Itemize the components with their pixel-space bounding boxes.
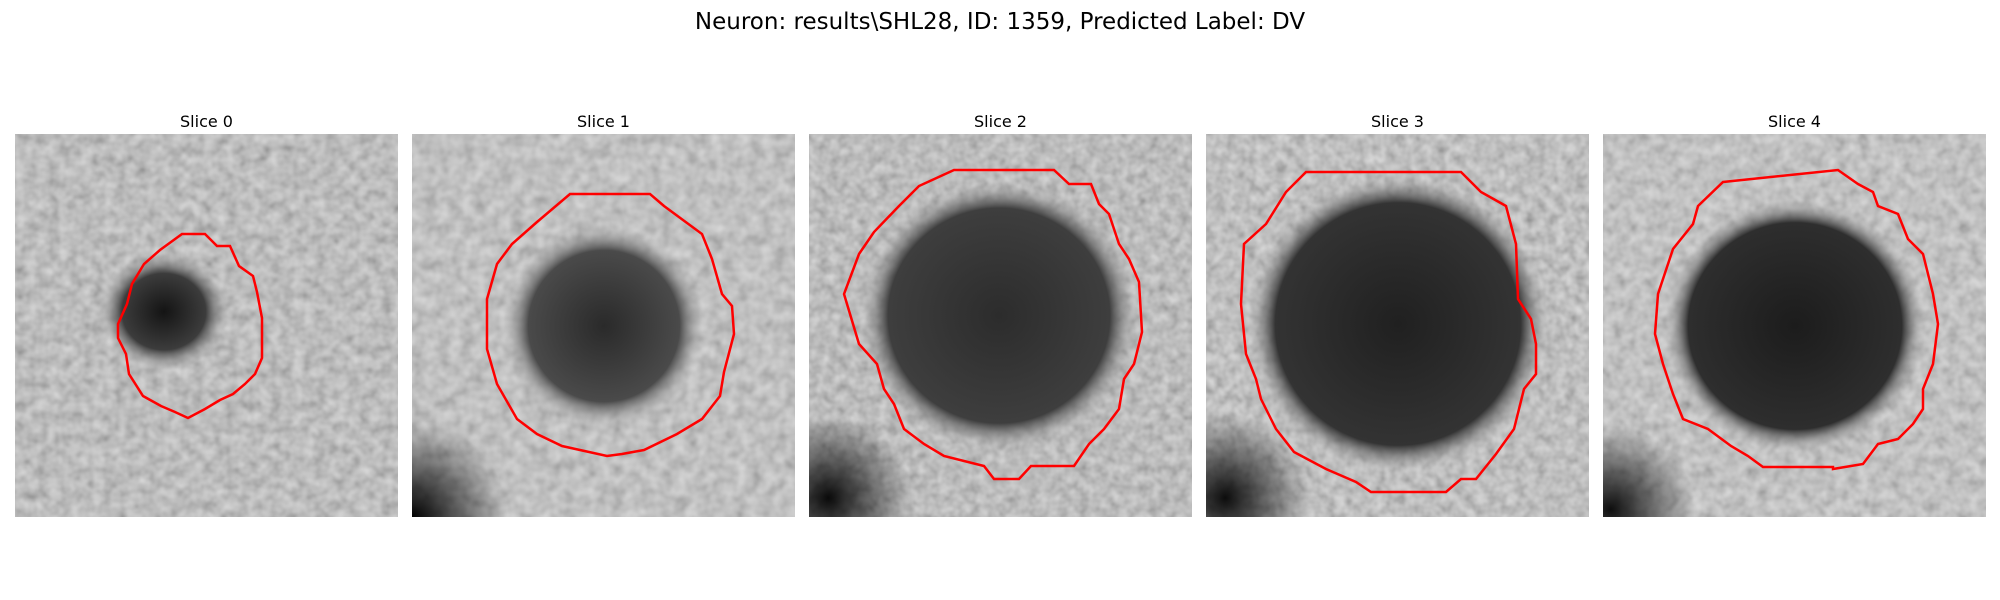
slice-title-4: Slice 4 (1768, 112, 1821, 131)
cell-contour (116, 232, 264, 420)
figure-title: Neuron: results\SHL28, ID: 1359, Predict… (694, 9, 1306, 35)
cell-body (1228, 156, 1568, 492)
slice-image-4 (1603, 134, 1986, 517)
cell-contour (842, 168, 1144, 481)
slice-panel-2: Slice 2 (809, 110, 1192, 517)
slice-image-3 (1206, 134, 1589, 517)
slice-title-3: Slice 3 (1371, 112, 1424, 131)
cell-body (464, 186, 744, 466)
slice-title-0: Slice 0 (180, 112, 233, 131)
cell-body (1640, 176, 1950, 476)
cell-contour (1653, 168, 1940, 471)
cell-body (834, 162, 1164, 482)
slice-panel-0: Slice 0 (15, 110, 398, 517)
cell-contour (485, 192, 736, 458)
slice-panel-1: Slice 1 (412, 110, 795, 517)
cell-contour (1239, 170, 1538, 494)
slice-panel-4: Slice 4 (1603, 110, 1986, 517)
cell-body (65, 215, 295, 425)
slice-title-1: Slice 1 (577, 112, 630, 131)
slice-title-2: Slice 2 (974, 112, 1027, 131)
slice-panel-3: Slice 3 (1206, 110, 1589, 517)
slice-image-0 (15, 134, 398, 517)
slice-image-1 (412, 134, 795, 517)
slice-image-2 (809, 134, 1192, 517)
